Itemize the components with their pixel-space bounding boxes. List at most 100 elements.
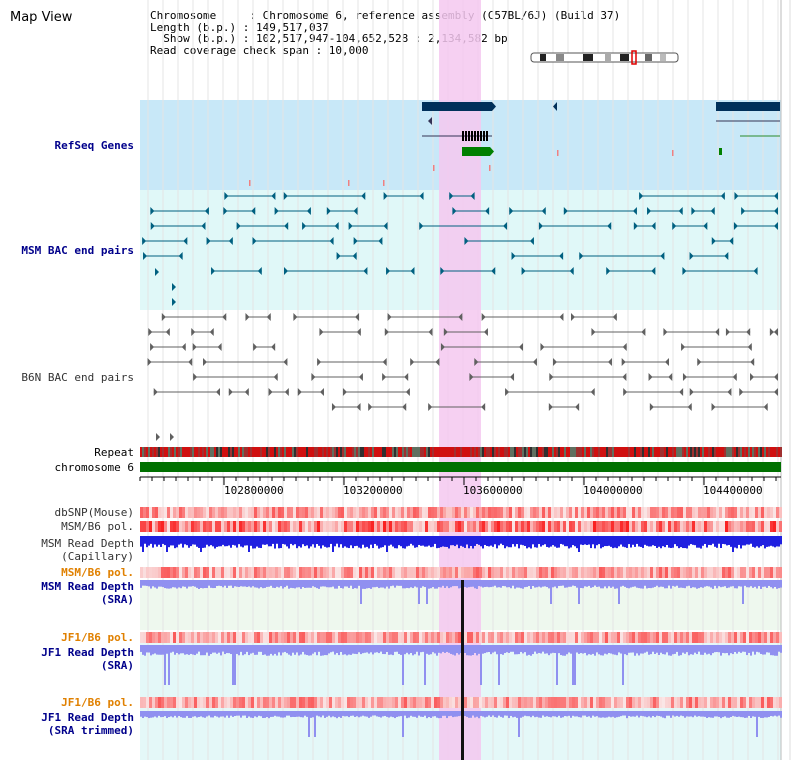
read-depth-bar [604, 536, 606, 547]
polymorphism-strip [656, 697, 659, 708]
read-depth-bar [462, 536, 464, 547]
polymorphism-strip [221, 507, 224, 518]
repeat-segment [726, 447, 728, 457]
polymorphism-strip [554, 521, 557, 532]
polymorphism-strip [563, 521, 566, 532]
read-depth-bar [476, 536, 478, 544]
read-depth-bar [286, 711, 288, 716]
read-depth-bar [674, 536, 676, 545]
read-depth-bar [352, 580, 354, 589]
read-depth-bar [592, 711, 594, 716]
read-depth-bar [530, 645, 532, 656]
read-depth-bar [730, 580, 732, 587]
polymorphism-strip [566, 507, 569, 518]
read-depth-bar [310, 536, 312, 547]
polymorphism-strip [410, 521, 413, 532]
jf1-read-depth-sra-label[interactable]: JF1 Read Depth (SRA) [0, 646, 134, 672]
read-depth-bar [334, 645, 336, 655]
read-depth-bar [776, 536, 778, 547]
polymorphism-strip [179, 697, 182, 708]
cursor-marker-line [461, 580, 464, 760]
b6n-bac-pair-end [715, 328, 720, 336]
read-depth-bar [604, 645, 606, 654]
read-depth-bar [308, 580, 310, 588]
b6n-bac-pair-end [458, 313, 463, 321]
polymorphism-strip [632, 697, 635, 708]
read-depth-bar [404, 580, 406, 589]
b6n-bac-pair-end [711, 403, 716, 411]
read-depth-bar [608, 580, 610, 587]
repeat-segment [632, 447, 634, 457]
read-depth-bar [198, 645, 200, 652]
polymorphism-strip [617, 567, 620, 578]
polymorphism-strip [356, 507, 359, 518]
jf1-read-depth-trimmed-label[interactable]: JF1 Read Depth (SRA trimmed) [0, 711, 134, 737]
read-depth-bar [348, 711, 350, 718]
polymorphism-strip [506, 567, 509, 578]
read-depth-bar [260, 711, 262, 717]
read-depth-bar [408, 711, 410, 718]
read-depth-bar [642, 580, 644, 589]
read-depth-bar [764, 536, 766, 549]
read-depth-bar [436, 536, 438, 549]
polymorphism-strip [680, 632, 683, 643]
dbsnp-label[interactable]: dbSNP(Mouse) [54, 506, 134, 519]
polymorphism-strip [341, 521, 344, 532]
read-depth-bar [364, 711, 366, 717]
polymorphism-strip [458, 697, 461, 708]
polymorphism-strip [725, 507, 728, 518]
read-depth-bar [772, 711, 774, 717]
read-depth-bar [298, 536, 300, 547]
repeat-segment [426, 447, 428, 457]
read-depth-bar [702, 711, 704, 717]
read-depth-bar [486, 711, 488, 717]
polymorphism-strip [773, 521, 776, 532]
polymorphism-strip [365, 697, 368, 708]
b6n-bac-label[interactable]: B6N BAC end pairs [21, 371, 134, 384]
repeat-segment [152, 447, 154, 457]
repeat-segment [226, 447, 228, 457]
repeat-segment [200, 447, 202, 457]
polymorphism-strip [572, 507, 575, 518]
read-depth-bar [582, 645, 584, 654]
refseq-exon [465, 131, 467, 141]
read-depth-bar [698, 711, 700, 717]
repeat-segment [190, 447, 192, 457]
read-depth-bar [466, 536, 468, 545]
read-depth-bar [280, 536, 282, 549]
read-depth-bar [224, 711, 226, 718]
read-depth-bar [560, 645, 562, 656]
polymorphism-strip [350, 632, 353, 643]
read-depth-bar [722, 580, 724, 587]
polymorphism-strip [158, 697, 161, 708]
axis-tick-label: 104000000 [583, 484, 643, 497]
polymorphism-strip [680, 507, 683, 518]
refseq-genes-label[interactable]: RefSeq Genes [54, 139, 134, 152]
msm-read-depth-capillary-label[interactable]: MSM Read Depth (Capillary) [0, 537, 134, 563]
msm-bac-label[interactable]: MSM BAC end pairs [21, 244, 134, 257]
jf1-b6-pol-2-label[interactable]: JF1/B6 pol. [61, 696, 134, 709]
msm-b6-pol-2-label[interactable]: MSM/B6 pol. [61, 566, 134, 579]
polymorphism-strip [449, 697, 452, 708]
polymorphism-strip [242, 567, 245, 578]
read-depth-bar [580, 580, 582, 588]
repeat-segment [728, 447, 730, 457]
polymorphism-strip [440, 697, 443, 708]
polymorphism-strip [422, 567, 425, 578]
repeat-segment [360, 447, 362, 457]
polymorphism-strip [536, 697, 539, 708]
read-depth-bar [334, 711, 336, 718]
read-depth-bar [576, 580, 578, 588]
msm-b6-pol-label[interactable]: MSM/B6 pol. [61, 520, 134, 533]
read-depth-bar [714, 645, 716, 653]
read-depth-bar [412, 580, 414, 589]
polymorphism-strip [488, 632, 491, 643]
polymorphism-strip [710, 632, 713, 643]
read-depth-bar [370, 536, 372, 545]
polymorphism-strip [635, 567, 638, 578]
jf1-b6-pol-label[interactable]: JF1/B6 pol. [61, 631, 134, 644]
polymorphism-strip [245, 632, 248, 643]
read-depth-bar [450, 711, 452, 716]
msm-read-depth-sra-label[interactable]: MSM Read Depth (SRA) [0, 580, 134, 606]
